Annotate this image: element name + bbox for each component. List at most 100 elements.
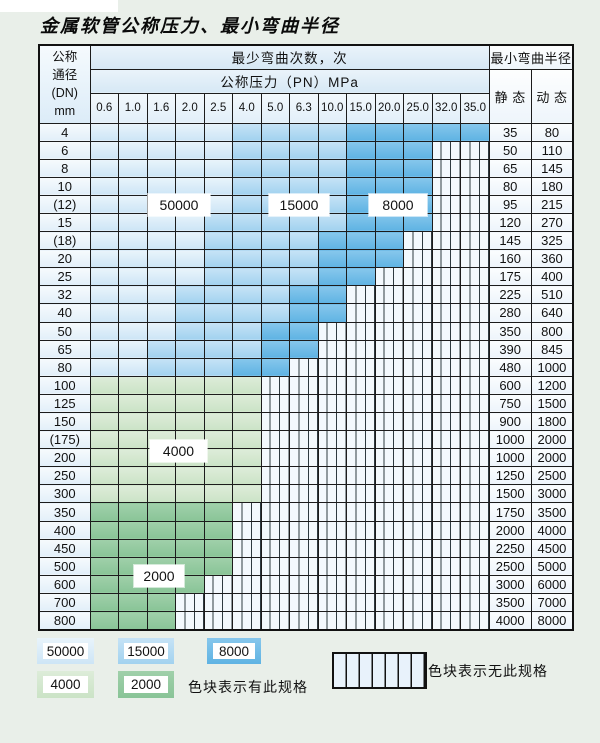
- dn-cell: 600: [38, 574, 91, 594]
- no-spec-cell: [317, 466, 347, 486]
- spec-zone-cell: [89, 231, 119, 251]
- spec-zone-cell: [89, 303, 119, 323]
- no-spec-cell: [346, 484, 376, 504]
- no-spec-cell: [431, 466, 461, 486]
- static-value-cell: 350: [488, 321, 532, 341]
- no-spec-cell: [460, 466, 490, 486]
- spec-zone-cell: [146, 611, 176, 631]
- dynamic-value-cell: 180: [530, 176, 574, 196]
- dn-cell: 50: [38, 321, 91, 341]
- no-spec-cell: [431, 212, 461, 233]
- spec-zone-cell: [118, 303, 148, 323]
- spec-zone-cell: [118, 140, 148, 160]
- spec-zone-cell: [232, 176, 262, 196]
- no-spec-cell: [260, 484, 290, 504]
- spec-zone-cell: [260, 140, 290, 160]
- spec-zone-cell: [260, 357, 290, 377]
- spec-zone-cell: [260, 212, 290, 233]
- no-spec-cell: [374, 538, 404, 558]
- spec-zone-cell: [146, 393, 176, 414]
- table-row: 700 3500 7000: [38, 592, 574, 613]
- static-value-cell: 3500: [488, 592, 532, 613]
- no-spec-cell: [260, 520, 290, 540]
- spec-zone-cell: [203, 122, 233, 142]
- spec-zone-cell: [89, 339, 119, 359]
- spec-zone-cell: [232, 321, 262, 341]
- no-spec-cell: [431, 484, 461, 504]
- dynamic-value-cell: 80: [530, 122, 574, 142]
- no-spec-cell: [346, 430, 376, 450]
- no-spec-cell: [403, 303, 433, 323]
- spec-zone-cell: [431, 122, 461, 142]
- no-spec-cell: [289, 556, 319, 576]
- table-row: 25 175 400: [38, 267, 574, 287]
- spec-zone-cell: [175, 140, 205, 160]
- dn-cell: 450: [38, 538, 91, 558]
- table-row: 4 35 80: [38, 122, 574, 142]
- no-spec-cell: [431, 140, 461, 160]
- spec-zone-cell: [118, 231, 148, 251]
- spec-zone-cell: [146, 140, 176, 160]
- top-white-strip: [0, 0, 118, 12]
- dynamic-value-cell: 4000: [530, 520, 574, 540]
- spec-zone-cell: [289, 339, 319, 359]
- dynamic-value-cell: 325: [530, 231, 574, 251]
- dn-cell: 10: [38, 176, 91, 196]
- no-spec-cell: [374, 303, 404, 323]
- static-value-cell: 2500: [488, 556, 532, 576]
- no-spec-cell: [374, 484, 404, 504]
- no-spec-cell: [460, 611, 490, 631]
- legend-swatch-label: 8000: [213, 643, 255, 659]
- legend-no-spec-text: 色块表示无此规格: [428, 663, 548, 679]
- spec-zone-cell: [175, 466, 205, 486]
- no-spec-cell: [374, 321, 404, 341]
- spec-zone-cell: [146, 592, 176, 613]
- no-spec-cell: [403, 466, 433, 486]
- no-spec-cell: [374, 375, 404, 395]
- spec-zone-cell: [203, 411, 233, 432]
- no-spec-cell: [289, 592, 319, 613]
- spec-zone-cell: [232, 339, 262, 359]
- nominal-pressure-header: 公称压力（PN）MPa: [89, 68, 490, 94]
- static-value-cell: 600: [488, 375, 532, 395]
- spec-zone-cell: [146, 122, 176, 142]
- no-spec-cell: [460, 574, 490, 594]
- spec-zone-cell: [118, 158, 148, 178]
- spec-zone-cell: [89, 321, 119, 341]
- no-spec-cell: [374, 592, 404, 613]
- spec-zone-cell: [89, 611, 119, 631]
- no-spec-cell: [374, 502, 404, 522]
- table-row: 800 4000 8000: [38, 611, 574, 631]
- spec-zone-cell: [289, 303, 319, 323]
- no-spec-cell: [460, 194, 490, 214]
- spec-zone-cell: [89, 592, 119, 613]
- no-spec-cell: [431, 321, 461, 341]
- no-spec-cell: [260, 502, 290, 522]
- no-spec-cell: [403, 592, 433, 613]
- no-spec-cell: [460, 375, 490, 395]
- spec-zone-cell: [317, 212, 347, 233]
- spec-zone-cell: [146, 411, 176, 432]
- spec-zone-cell: [203, 285, 233, 305]
- spec-zone-cell: [118, 393, 148, 414]
- no-spec-cell: [232, 520, 262, 540]
- no-spec-cell: [431, 267, 461, 287]
- spec-zone-cell: [118, 176, 148, 196]
- spec-zone-cell: [317, 285, 347, 305]
- spec-zone-cell: [89, 502, 119, 522]
- spec-zone-cell: [203, 375, 233, 395]
- dn-cell: (12): [38, 194, 91, 214]
- spec-zone-cell: [232, 375, 262, 395]
- static-value-cell: 35: [488, 122, 532, 142]
- spec-zone-cell: [146, 321, 176, 341]
- dn-cell: 125: [38, 393, 91, 414]
- pressure-tick: 10.0: [317, 92, 347, 124]
- spec-zone-cell: [175, 520, 205, 540]
- no-spec-cell: [289, 484, 319, 504]
- static-value-cell: 225: [488, 285, 532, 305]
- no-spec-cell: [346, 321, 376, 341]
- no-spec-cell: [346, 303, 376, 323]
- spec-zone-cell: [232, 122, 262, 142]
- spec-zone-cell: [374, 212, 404, 233]
- no-spec-cell: [460, 303, 490, 323]
